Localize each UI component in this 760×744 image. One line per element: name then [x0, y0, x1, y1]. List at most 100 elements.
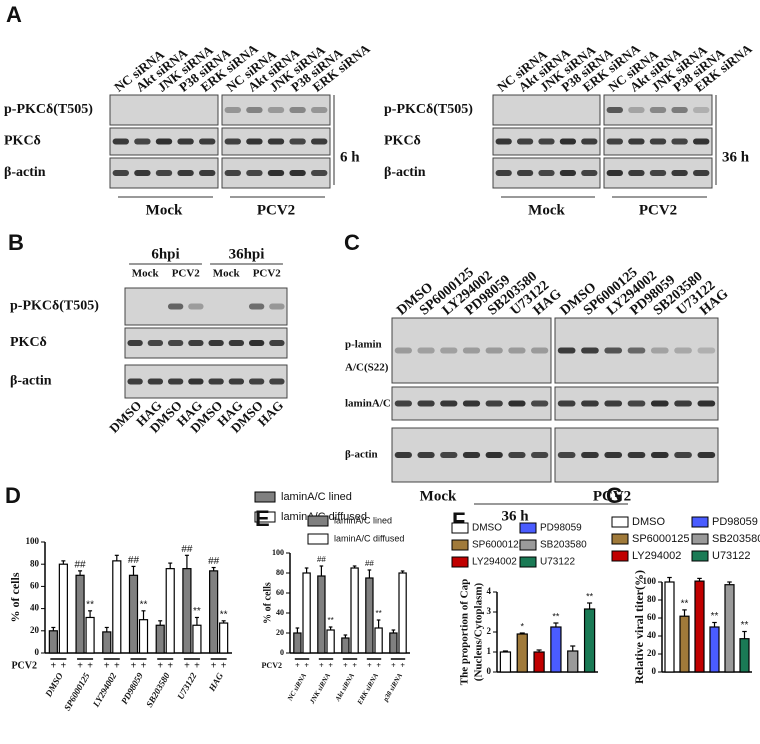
legend-swatch — [611, 533, 629, 545]
blot-band — [269, 340, 285, 346]
blot-band — [155, 138, 173, 145]
y-tick-label: 3 — [487, 606, 492, 616]
row-label: p-PKCδ(T505) — [384, 102, 473, 117]
blot-band — [246, 170, 263, 176]
blot-band — [606, 107, 624, 113]
legend-swatch — [307, 515, 329, 527]
blot-band — [671, 107, 688, 113]
blot-band — [671, 138, 688, 145]
bar — [694, 580, 705, 673]
bar — [679, 615, 690, 673]
blot-band — [224, 107, 242, 113]
blot-band — [248, 303, 265, 310]
legend-label: U73122 — [540, 557, 575, 568]
row-label: p-PKCδ(T505) — [10, 299, 99, 314]
y-tick-label: 60 — [30, 580, 40, 590]
y-tick-label: 1 — [487, 646, 492, 656]
legend-label: SP6000125 — [472, 540, 525, 551]
blot-band — [440, 347, 458, 354]
bar — [85, 616, 95, 654]
blot-band — [697, 347, 716, 354]
blot-band — [462, 400, 481, 407]
bar — [724, 584, 735, 673]
y-axis-label: (Nucleus/Cytoplasm) — [473, 582, 485, 681]
blot-band — [508, 347, 526, 354]
blot-band — [267, 107, 285, 113]
legend-label: PD98059 — [712, 516, 758, 528]
blot-band — [674, 452, 692, 458]
x-tick-label: p38 siRNA — [381, 672, 404, 704]
row-label: β-actin — [10, 374, 52, 389]
bar — [165, 568, 175, 654]
y-axis-label: Relative viral titer(%) — [632, 570, 646, 684]
treatment-sign: + — [352, 661, 357, 670]
y-tick-label: 20 — [30, 625, 40, 635]
legend-swatch — [691, 550, 709, 562]
blot-band — [224, 170, 242, 176]
row-label: β-actin — [384, 165, 426, 180]
blot-band — [248, 340, 265, 346]
treatment-sign: + — [87, 660, 93, 671]
blot-band — [516, 170, 534, 176]
bar — [533, 651, 545, 673]
legend-swatch — [307, 533, 329, 545]
treatment-sign: + — [304, 661, 309, 670]
blot-band — [267, 170, 285, 176]
blot-band — [674, 347, 692, 354]
treatment-sign: + — [319, 661, 324, 670]
legend-swatch — [519, 539, 537, 551]
treatment-sign: + — [376, 661, 381, 670]
row-label: β-actin — [4, 165, 46, 180]
blot-band — [581, 138, 598, 145]
blot-band — [134, 170, 151, 176]
y-tick-label: 100 — [643, 576, 657, 586]
blot-band — [112, 138, 130, 145]
blot-band — [531, 452, 549, 458]
bar — [302, 572, 311, 654]
blot-band — [495, 138, 512, 145]
bar — [398, 572, 407, 654]
time-label: 6 h — [340, 149, 360, 165]
bar — [350, 567, 359, 654]
y-tick-label: 100 — [26, 536, 40, 546]
legend-swatch — [519, 556, 537, 568]
legend-swatch — [691, 516, 709, 528]
bar — [709, 626, 720, 673]
blot-band — [208, 378, 224, 385]
blot-band — [269, 378, 285, 385]
legend-label: LY294002 — [632, 550, 681, 562]
blot-band — [650, 400, 669, 407]
y-tick-label: 100 — [272, 548, 284, 557]
group-label: PCV2 — [593, 488, 631, 504]
group-label: Mock — [528, 202, 565, 218]
row-label: PKCδ — [384, 134, 421, 149]
blot-band — [627, 400, 646, 407]
treatment-sign: + — [194, 660, 200, 671]
treatment-sign: + — [367, 661, 372, 670]
blot-band — [628, 107, 645, 113]
blot-band — [134, 138, 151, 145]
significance: ** — [586, 591, 594, 601]
blot-band — [394, 347, 412, 354]
y-tick-label: 80 — [30, 558, 40, 568]
legend-swatch — [611, 550, 629, 562]
treatment-label: PCV2 — [262, 661, 282, 670]
blot-band — [289, 107, 306, 113]
significance: ** — [681, 599, 689, 610]
bar — [516, 633, 528, 673]
bar — [739, 638, 750, 673]
x-tick-label: DMSO — [43, 671, 65, 700]
y-tick-label: 40 — [30, 603, 40, 613]
group-label: Mock — [420, 488, 457, 504]
blot-band — [167, 340, 184, 346]
y-tick-label: 0 — [35, 647, 40, 657]
x-tick-label: JNK siRNA — [308, 672, 333, 707]
blot-membrane — [391, 317, 552, 384]
x-tick-label: SP6000125 — [62, 671, 92, 713]
significance: ** — [552, 611, 560, 621]
bar — [365, 577, 374, 654]
blot-band — [671, 170, 688, 176]
blot-band — [224, 138, 242, 145]
row-label: A/C(S22) — [345, 362, 389, 374]
blot-band — [188, 303, 204, 310]
